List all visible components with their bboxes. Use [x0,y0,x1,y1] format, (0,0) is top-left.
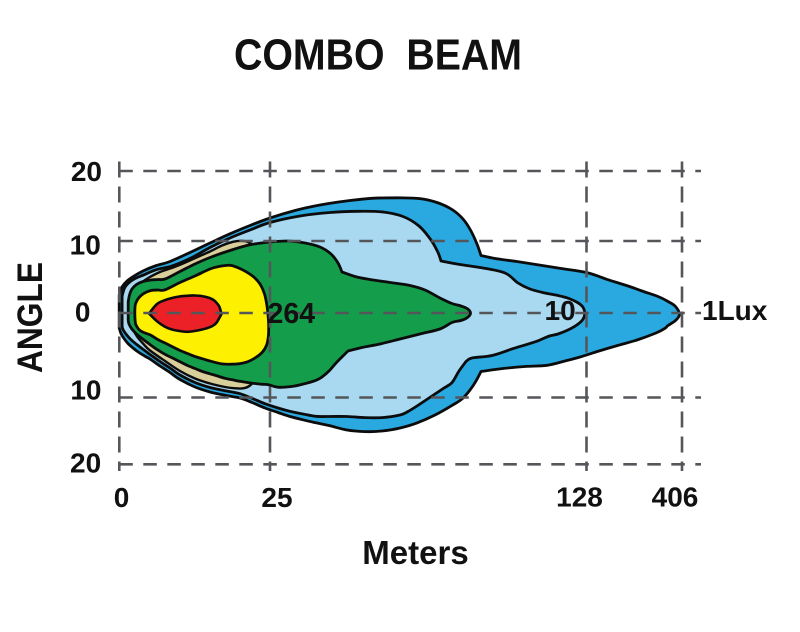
svg-text:COMBO BEAM: COMBO BEAM [234,31,522,79]
svg-text:10: 10 [70,374,101,405]
svg-text:0: 0 [75,296,91,327]
svg-text:10: 10 [545,295,576,326]
svg-text:20: 20 [70,448,101,479]
svg-text:264: 264 [268,298,316,330]
svg-text:Meters: Meters [362,534,468,571]
svg-text:128: 128 [556,482,603,513]
svg-text:10: 10 [70,229,101,260]
svg-text:406: 406 [652,482,699,513]
svg-text:20: 20 [71,156,102,187]
svg-text:0: 0 [114,482,130,513]
svg-text:25: 25 [261,482,292,513]
svg-text:ANGLE: ANGLE [11,262,50,373]
svg-text:1Lux: 1Lux [702,295,768,326]
